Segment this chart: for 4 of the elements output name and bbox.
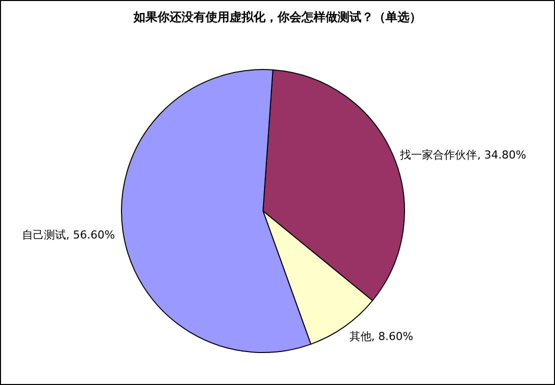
slice-label: 自己测试, 56.60% xyxy=(22,228,115,242)
slice-label: 找一家合作伙伴, 34.80% xyxy=(399,148,526,162)
slice-label: 其他, 8.60% xyxy=(349,330,414,343)
chart-title: 如果你还没有使用虚拟化，你会怎样做测试？（单选） xyxy=(132,9,422,26)
